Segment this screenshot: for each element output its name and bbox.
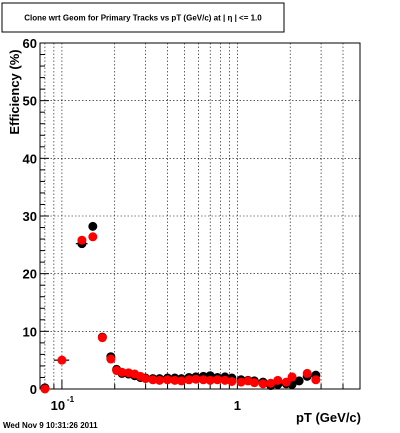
data-point-red <box>258 379 268 389</box>
y-tick-label: 10 <box>23 324 37 339</box>
y-tick-label: 50 <box>23 94 37 109</box>
data-point-red <box>40 384 50 394</box>
y-tick-label: 30 <box>23 209 37 224</box>
title-frame <box>1 2 285 33</box>
data-point-black <box>88 221 98 231</box>
data-point-red <box>287 372 297 382</box>
y-axis-label: Efficiency (%) <box>7 49 22 134</box>
data-point-red <box>57 355 67 365</box>
data-point-red <box>141 374 151 384</box>
data-point-black <box>294 376 304 386</box>
data-point-red <box>273 375 283 385</box>
y-tick-label: 0 <box>30 382 37 397</box>
data-point-red <box>191 374 201 384</box>
data-point-red <box>212 375 222 385</box>
data-point-red <box>77 235 87 245</box>
data-points <box>40 221 321 394</box>
data-point-red <box>302 368 312 378</box>
data-point-red <box>97 333 107 343</box>
x-axis-label: pT (GeV/c) <box>296 410 361 425</box>
x-tick-label-exponent: -1 <box>67 395 75 404</box>
data-point-red <box>249 378 259 388</box>
y-tick-label: 20 <box>23 267 37 282</box>
data-point-red <box>227 377 237 387</box>
data-point-red <box>281 377 291 387</box>
plot-frame <box>39 42 361 390</box>
footer-timestamp: Wed Nov 9 10:31:26 2011 <box>3 421 98 430</box>
y-tick-label: 40 <box>23 151 37 166</box>
data-point-red <box>176 376 186 386</box>
y-tick-label: 60 <box>23 36 37 51</box>
x-tick-label: 1 <box>234 398 241 413</box>
data-point-red <box>311 375 321 385</box>
data-point-red <box>155 375 165 385</box>
grid <box>40 42 361 390</box>
chart-title: Clone wrt Geom for Primary Tracks vs pT … <box>24 14 262 23</box>
chart-title-box: Clone wrt Geom for Primary Tracks vs pT … <box>1 2 285 33</box>
x-tick-label: 10 <box>51 398 65 413</box>
data-point-red <box>88 232 98 242</box>
data-point-red <box>106 354 116 364</box>
